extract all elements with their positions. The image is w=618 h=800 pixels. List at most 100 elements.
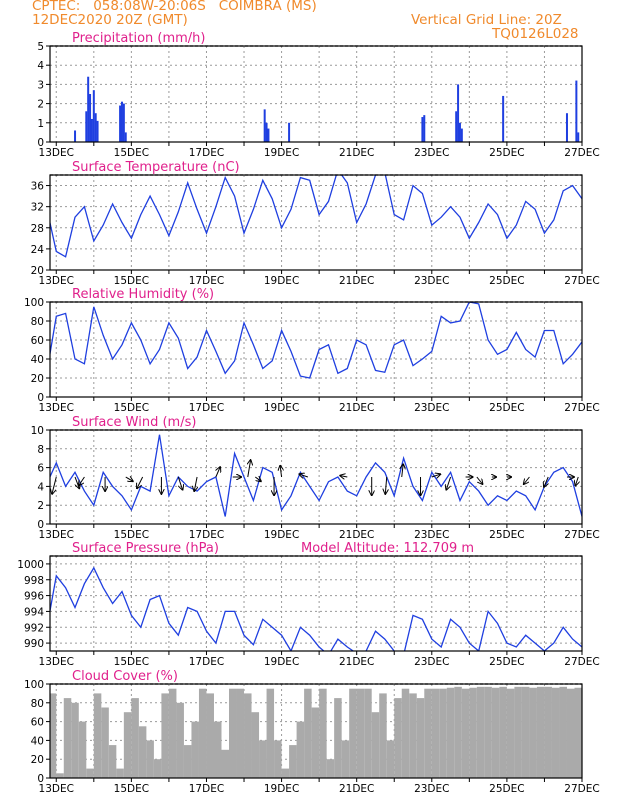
panel-title: Surface Temperature (nC) — [72, 160, 240, 175]
precip-bar — [89, 94, 92, 142]
y-tick-label: 990 — [24, 638, 44, 650]
x-tick-label: 21DEC — [339, 783, 374, 795]
x-tick-label: 21DEC — [339, 275, 374, 287]
y-tick-label: 60 — [31, 717, 44, 729]
precip-bar — [94, 113, 97, 142]
panel-frame — [49, 174, 583, 271]
precip-bar — [263, 109, 266, 142]
series-line — [50, 302, 582, 379]
cloud-bar — [50, 693, 57, 778]
x-tick-label: 25DEC — [489, 656, 524, 668]
cloud-bar — [266, 688, 275, 778]
cloud-bar — [574, 687, 582, 778]
series-wind — [50, 434, 582, 517]
wind-arrow — [385, 476, 386, 494]
series-precip — [74, 76, 580, 142]
series-line — [50, 434, 582, 517]
panel-rh: Relative Humidity (%) 0 20 40 60 80 100 13DEC 15… — [24, 287, 600, 414]
x-tick-label: 23DEC — [414, 529, 449, 541]
wind-arrow — [402, 464, 403, 478]
x-tick-label: 23DEC — [414, 275, 449, 287]
wind-arrow — [446, 476, 452, 490]
x-tick-label: 23DEC — [414, 783, 449, 795]
cloud-bar — [304, 688, 312, 778]
x-tick-label: 17DEC — [189, 147, 224, 159]
wind-arrow — [524, 476, 530, 484]
wind-arrow — [280, 466, 281, 478]
x-tick-label: 27DEC — [564, 783, 599, 795]
cloud-bar — [213, 721, 222, 778]
y-tick-label: 20 — [31, 265, 44, 277]
cloud-bar — [341, 740, 350, 778]
cloud-bar — [371, 712, 380, 778]
panel-title: Relative Humidity (%) — [72, 287, 214, 302]
cloud-bar — [221, 749, 230, 778]
x-tick-label: 19DEC — [264, 402, 299, 414]
y-tick-label: 40 — [31, 354, 44, 366]
series-temp — [50, 175, 582, 258]
y-tick-label: 992 — [24, 622, 44, 634]
wind-arrow — [177, 476, 182, 490]
x-tick-label: 13DEC — [39, 783, 74, 795]
precip-bar — [119, 105, 122, 142]
x-tick-label: 15DEC — [114, 147, 149, 159]
y-tick-label: 100 — [24, 679, 44, 691]
x-tick-label: 15DEC — [114, 402, 149, 414]
cloud-bar — [161, 693, 169, 778]
cloud-bar — [63, 698, 72, 778]
wind-arrow — [248, 460, 251, 478]
cloud-bar — [274, 740, 282, 778]
precip-bar — [120, 101, 123, 142]
cloud-bar — [506, 688, 515, 778]
x-tick-label: 25DEC — [489, 529, 524, 541]
cloud-bar — [259, 740, 267, 778]
x-tick-label: 21DEC — [339, 656, 374, 668]
y-tick-label: 8 — [37, 444, 44, 456]
x-tick-label: 15DEC — [114, 529, 149, 541]
x-tick-label: 17DEC — [189, 402, 224, 414]
x-tick-label: 15DEC — [114, 275, 149, 287]
cloud-bar — [461, 688, 470, 778]
x-tick-label: 19DEC — [264, 656, 299, 668]
y-tick-label: 994 — [24, 606, 44, 618]
y-tick-label: 4 — [37, 481, 44, 493]
series-cloud — [50, 686, 582, 778]
cloud-bar — [146, 740, 154, 778]
precip-bar — [267, 128, 270, 142]
cloud-bar — [424, 688, 432, 778]
wind-arrow — [79, 476, 85, 485]
cloud-bar — [244, 693, 252, 778]
y-tick-label: 36 — [31, 181, 45, 193]
x-tick-label: 19DEC — [264, 147, 299, 159]
x-tick-label: 13DEC — [39, 147, 74, 159]
x-tick-label: 17DEC — [189, 656, 224, 668]
y-tick-label: 4 — [37, 60, 44, 72]
x-tick-label: 19DEC — [264, 529, 299, 541]
x-tick-label: 17DEC — [189, 529, 224, 541]
panel-cloud: Cloud Cover (%) 0 20 40 60 80 100 13DEC 15DEC 17D… — [24, 669, 600, 795]
x-tick-label: 25DEC — [489, 783, 524, 795]
x-tick-label: 13DEC — [39, 656, 74, 668]
wind-arrow — [575, 476, 578, 485]
x-tick-label: 19DEC — [264, 783, 299, 795]
series-rh — [50, 302, 582, 379]
cloud-bar — [394, 698, 402, 778]
panel-frame — [49, 301, 583, 398]
precip-bar — [96, 120, 99, 142]
cloud-bar — [71, 702, 79, 778]
panel-title: Surface Wind (m/s) — [72, 415, 196, 430]
x-tick-label: 23DEC — [414, 402, 449, 414]
y-tick-label: 28 — [31, 223, 44, 235]
cloud-bar — [168, 688, 177, 778]
precip-bar — [124, 132, 127, 142]
panel-title: Surface Pressure (hPa) — [72, 541, 219, 556]
wind-arrow — [125, 477, 133, 481]
y-tick-label: 32 — [31, 202, 44, 214]
wind-arrow — [544, 476, 548, 487]
cloud-bar — [476, 686, 485, 778]
cloud-bar — [536, 686, 545, 778]
x-tick-label: 25DEC — [489, 275, 524, 287]
precip-bar — [458, 122, 461, 142]
cloud-bar — [559, 686, 567, 778]
precip-bar — [122, 103, 125, 142]
